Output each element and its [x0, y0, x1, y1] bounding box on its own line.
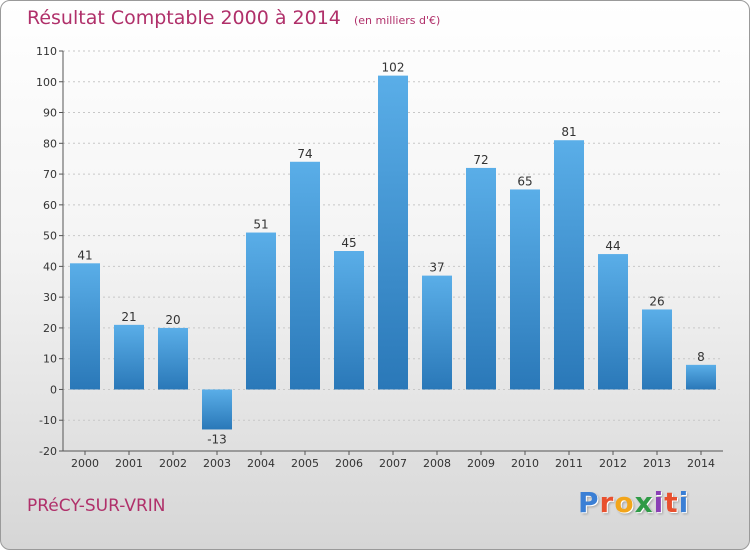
bar: [642, 309, 672, 390]
data-label: 21: [121, 310, 136, 324]
bar: [686, 364, 716, 390]
data-label: 8: [697, 350, 705, 364]
logo-letter: i: [678, 486, 690, 519]
x-tick-label: 2014: [687, 457, 715, 470]
bar: [158, 327, 188, 390]
y-tick-label: 0: [50, 383, 57, 396]
y-tick-label: -20: [39, 445, 57, 458]
data-label: 65: [517, 174, 532, 188]
chart-subtitle: (en milliers d'€): [353, 14, 441, 27]
x-tick-label: 2010: [511, 457, 539, 470]
bar: [70, 263, 100, 390]
data-label: 102: [382, 61, 405, 75]
bar: [510, 189, 540, 390]
x-tick-label: 2003: [203, 457, 231, 470]
y-tick-label: -10: [39, 414, 57, 427]
y-tick-label: 100: [36, 76, 57, 89]
logo-letter: r: [599, 486, 615, 519]
commune-name: PRéCY-SUR-VRIN: [27, 496, 166, 516]
y-tick-label: 40: [43, 260, 57, 273]
bar: [466, 167, 496, 390]
data-label: 37: [429, 261, 444, 275]
y-tick-label: 80: [43, 137, 57, 150]
data-label: -13: [207, 432, 227, 446]
bar: [598, 254, 628, 390]
x-tick-label: 2004: [247, 457, 275, 470]
y-tick-label: 70: [43, 168, 57, 181]
y-tick-label: 90: [43, 107, 57, 120]
data-label: 44: [605, 239, 620, 253]
x-tick-label: 2009: [467, 457, 495, 470]
x-tick-label: 2008: [423, 457, 451, 470]
logo-letter: P: [578, 486, 600, 519]
data-label: 51: [253, 218, 268, 232]
bar: [554, 140, 584, 390]
data-label: 45: [341, 236, 356, 250]
bar: [290, 161, 320, 390]
bar: [378, 75, 408, 390]
data-label: 41: [77, 248, 92, 262]
data-label: 81: [561, 125, 576, 139]
x-tick-label: 2007: [379, 457, 407, 470]
bar: [334, 251, 364, 390]
x-tick-label: 2005: [291, 457, 319, 470]
proxiti-logo[interactable]: Proxiti: [578, 486, 689, 519]
data-label: 74: [297, 147, 312, 161]
x-tick-label: 2002: [159, 457, 187, 470]
y-tick-label: 20: [43, 322, 57, 335]
y-tick-label: 30: [43, 291, 57, 304]
y-tick-label: 60: [43, 199, 57, 212]
y-tick-label: 50: [43, 230, 57, 243]
logo-letter: x: [634, 486, 654, 519]
bar: [422, 275, 452, 390]
bar: [114, 324, 144, 390]
logo-letter: o: [614, 486, 635, 519]
bar: [246, 232, 276, 390]
x-tick-label: 2013: [643, 457, 671, 470]
x-tick-label: 2012: [599, 457, 627, 470]
x-tick-label: 2000: [71, 457, 99, 470]
chart-title: Résultat Comptable 2000 à 2014: [27, 7, 341, 29]
data-label: 72: [473, 153, 488, 167]
logo-letter: t: [664, 486, 679, 519]
x-tick-label: 2001: [115, 457, 143, 470]
y-tick-label: 10: [43, 353, 57, 366]
logo-letter: i: [653, 486, 665, 519]
data-label: 20: [165, 313, 180, 327]
y-tick-label: 110: [36, 45, 57, 58]
x-tick-label: 2006: [335, 457, 363, 470]
chart-title-block: Résultat Comptable 2000 à 2014 (en milli…: [27, 7, 440, 29]
data-label: 26: [649, 294, 664, 308]
bar: [202, 389, 232, 430]
x-tick-label: 2011: [555, 457, 583, 470]
